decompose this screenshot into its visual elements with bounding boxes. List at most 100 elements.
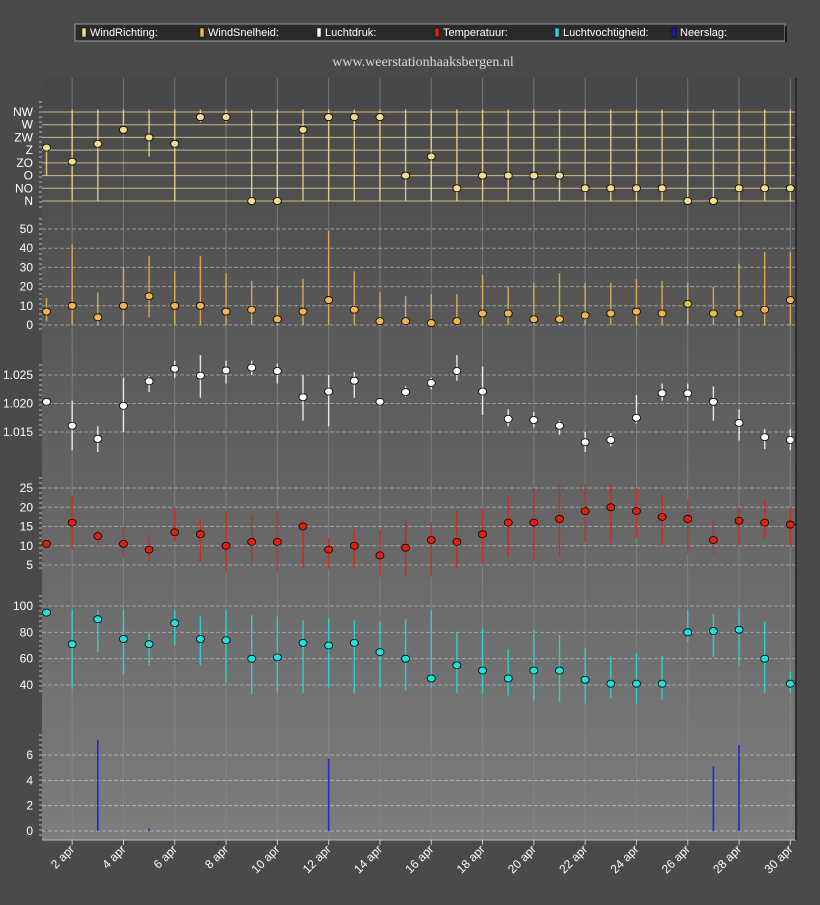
luchtvochtigheid-point [93, 615, 103, 624]
temperatuur-point [42, 539, 51, 548]
windrichting-point [657, 184, 667, 193]
y-tick-label: 20 [20, 280, 34, 294]
temperatuur-point [272, 538, 282, 546]
temperatuur-point [632, 507, 641, 516]
y-tick-label: 100 [13, 599, 33, 613]
luchtdruk-point [272, 367, 282, 375]
windrichting-point [426, 152, 436, 161]
luchtvochtigheid-point [709, 627, 718, 635]
luchtdruk-point [170, 364, 180, 373]
luchtvochtigheid-point [67, 640, 77, 649]
windrichting-point [42, 143, 51, 152]
legend-bar [74, 23, 786, 42]
temperatuur-point [247, 538, 257, 546]
luchtvochtigheid-point [401, 654, 411, 663]
y-tick-label: 50 [20, 222, 34, 236]
luchtdruk-point [67, 421, 77, 430]
temperatuur-point [478, 530, 487, 539]
luchtdruk-point [785, 436, 795, 444]
windsnelheid-point [42, 307, 51, 316]
y-tick-label: N [24, 194, 33, 208]
luchtvochtigheid-point [606, 679, 616, 688]
luchtdruk-point [580, 438, 590, 447]
luchtvochtigheid-point [375, 648, 385, 656]
temperatuur-point [555, 514, 564, 523]
windrichting-point [195, 113, 205, 121]
y-tick-label: 40 [20, 241, 34, 255]
windrichting-point [452, 184, 462, 193]
windsnelheid-point [555, 315, 564, 324]
luchtdruk-point [93, 434, 103, 443]
windsnelheid-point [657, 309, 667, 318]
legend-label: Neerslag: [680, 27, 727, 39]
y-tick-label: NW [13, 105, 34, 119]
luchtvochtigheid-point [760, 654, 770, 663]
y-tick-label: W [22, 118, 34, 132]
windsnelheid-point [324, 296, 334, 304]
y-tick-label: 30 [20, 260, 34, 274]
luchtdruk-point [426, 379, 436, 387]
windrichting-point [555, 171, 564, 180]
luchtvochtigheid-point [734, 625, 744, 634]
luchtvochtigheid-point [272, 653, 282, 662]
temperatuur-point [119, 539, 128, 548]
y-tick-label: 0 [26, 318, 33, 332]
windrichting-point [298, 125, 308, 134]
temperatuur-point [503, 518, 513, 527]
luchtdruk-point [221, 366, 231, 375]
windsnelheid-point [452, 317, 462, 326]
temperatuur-point [375, 551, 385, 560]
windsnelheid-point [580, 311, 590, 320]
windrichting-point [632, 184, 641, 193]
y-tick-label: 10 [20, 539, 34, 553]
windsnelheid-point [119, 301, 128, 310]
luchtvochtigheid-point [580, 675, 590, 684]
windrichting-point [478, 171, 487, 180]
windrichting-point [529, 171, 539, 180]
windrichting-point [760, 184, 770, 193]
luchtvochtigheid-point [195, 635, 205, 643]
legend-swatch [316, 27, 322, 38]
windsnelheid-point [478, 309, 487, 318]
luchtvochtigheid-point [221, 636, 231, 645]
windrichting-point [734, 184, 744, 193]
windrichting-point [221, 113, 231, 121]
luchtvochtigheid-point [452, 661, 462, 670]
y-tick-label: 1.015 [3, 425, 33, 439]
windrichting-point [606, 184, 616, 193]
temperatuur-point [195, 530, 205, 539]
windrichting-point [683, 197, 693, 205]
luchtdruk-point [42, 397, 51, 406]
legend-swatch [81, 27, 87, 38]
temperatuur-point [529, 518, 539, 527]
temperatuur-point [606, 503, 616, 512]
luchtvochtigheid-point [657, 679, 667, 688]
temperatuur-point [683, 514, 693, 523]
luchtvochtigheid-point [503, 674, 513, 683]
luchtdruk-point [734, 418, 744, 427]
windsnelheid-point [529, 315, 539, 324]
luchtdruk-point [247, 363, 257, 372]
legend-label: WindRichting: [90, 27, 158, 39]
windrichting-point [119, 125, 128, 134]
legend-swatch [554, 27, 560, 38]
temperatuur-point [657, 512, 667, 521]
luchtdruk-point [401, 388, 411, 397]
luchtdruk-point [709, 397, 718, 406]
luchtdruk-point [606, 436, 616, 444]
luchtvochtigheid-point [170, 619, 180, 628]
luchtvochtigheid-point [42, 608, 51, 617]
windsnelheid-point [349, 305, 359, 314]
y-tick-label: 6 [26, 748, 33, 762]
legend-swatch [434, 27, 440, 38]
windsnelheid-point [195, 301, 205, 310]
windsnelheid-point [734, 309, 744, 318]
windrichting-point [93, 139, 103, 148]
windrichting-point [349, 113, 359, 121]
temperatuur-point [709, 536, 718, 544]
windsnelheid-point [221, 307, 231, 316]
site-url: www.weerstationhaaksbergen.nl [332, 55, 514, 70]
plot-area [42, 78, 796, 840]
legend-label: Temperatuur: [443, 27, 508, 39]
